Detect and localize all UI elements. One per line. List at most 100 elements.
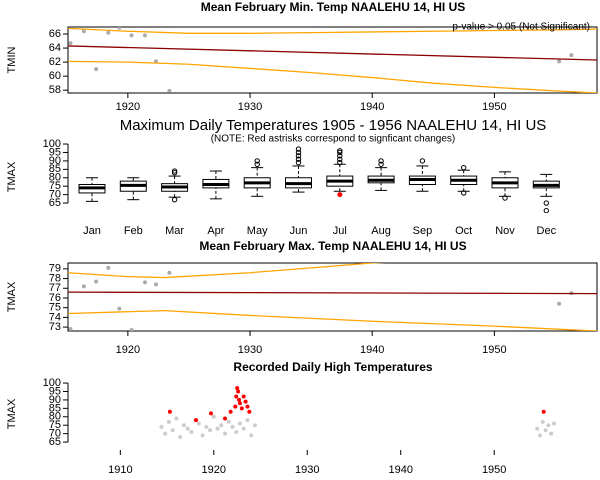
chart-title: Recorded Daily High Temperatures	[233, 360, 432, 374]
point	[247, 409, 252, 414]
point	[233, 404, 238, 409]
outlier	[461, 190, 467, 196]
point	[219, 423, 224, 428]
point	[234, 394, 239, 399]
y-tick-label: 60	[49, 70, 61, 82]
point	[230, 424, 235, 429]
point	[239, 406, 244, 411]
x-tick-label: 1920	[202, 464, 226, 476]
point	[94, 279, 99, 284]
y-tick-label: 95	[49, 146, 61, 158]
trend-line	[68, 263, 386, 279]
x-tick-label: 1920	[116, 344, 140, 356]
point	[194, 418, 199, 423]
y-tick-label: 65	[49, 197, 61, 209]
x-tick-label: 1950	[482, 101, 506, 113]
point	[159, 424, 164, 429]
y-axis-label: TMAX	[6, 161, 18, 192]
point	[185, 426, 190, 431]
x-tick-label: Dec	[537, 225, 557, 237]
x-tick-label: May	[247, 225, 268, 237]
point	[569, 53, 574, 58]
point	[181, 423, 186, 428]
y-axis-label: TMAX	[6, 281, 18, 312]
plot-area	[68, 263, 597, 331]
y-tick-label: 75	[49, 180, 61, 192]
point	[167, 409, 172, 414]
point	[106, 30, 111, 35]
y-axis-label: TMIN	[6, 47, 18, 74]
y-tick-label: 65	[49, 436, 61, 448]
point	[549, 431, 554, 436]
y-tick-label: 80	[49, 172, 61, 184]
x-tick-label: 1940	[388, 464, 412, 476]
point	[537, 433, 542, 438]
trend-line	[68, 45, 597, 61]
plot-area	[68, 27, 597, 93]
y-tick-label: 85	[49, 163, 61, 175]
point	[241, 426, 246, 431]
outlier	[378, 158, 384, 164]
point	[174, 416, 179, 421]
x-tick-label: Feb	[124, 225, 143, 237]
y-tick-label: 80	[49, 411, 61, 423]
y-axis-label: TMAX	[6, 398, 18, 429]
y-tick-label: 78	[49, 272, 61, 284]
x-tick-label: 1940	[360, 101, 384, 113]
point	[208, 428, 213, 433]
point	[129, 33, 134, 38]
point	[142, 280, 147, 285]
outlier	[295, 149, 302, 156]
y-tick-label: 70	[49, 189, 61, 201]
trend-line	[68, 291, 597, 295]
outlier	[337, 159, 343, 166]
x-tick-label: Sep	[413, 225, 433, 237]
y-tick-label: 75	[49, 302, 61, 314]
point	[245, 418, 250, 423]
outlier	[337, 149, 343, 156]
x-tick-label: Oct	[455, 225, 472, 237]
point	[241, 394, 246, 399]
plot-area	[78, 146, 560, 213]
outlier	[419, 158, 426, 164]
point	[170, 428, 175, 433]
y-tick-label: 79	[49, 263, 61, 275]
outlier	[337, 156, 343, 162]
y-tick-label: 77	[49, 282, 61, 294]
x-tick-label: Jul	[333, 225, 347, 237]
point	[204, 424, 209, 429]
point	[557, 59, 562, 64]
point	[211, 414, 216, 419]
x-tick-label: 1940	[360, 344, 384, 356]
y-tick-label: 90	[49, 155, 61, 167]
point	[540, 419, 545, 424]
point	[106, 265, 111, 270]
outlier	[461, 164, 467, 171]
x-tick-label: 1950	[482, 344, 506, 356]
point	[234, 429, 239, 434]
point	[142, 33, 147, 38]
x-tick-label: 1930	[238, 344, 262, 356]
outlier	[171, 196, 178, 203]
point	[535, 426, 540, 431]
point	[167, 270, 172, 275]
point	[236, 389, 241, 394]
x-tick-label: Mar	[165, 225, 184, 237]
outlier	[171, 168, 178, 174]
y-tick-label: 100	[43, 138, 61, 150]
x-tick-label: 1910	[108, 464, 132, 476]
point	[237, 397, 242, 402]
point	[117, 27, 122, 30]
point	[237, 401, 242, 406]
y-tick-label: 76	[49, 292, 61, 304]
outlier	[337, 153, 343, 159]
outlier	[254, 161, 260, 167]
outlier	[171, 170, 178, 176]
y-tick-label: 75	[49, 419, 61, 431]
point	[237, 421, 242, 426]
point	[94, 67, 99, 72]
outlier	[543, 200, 549, 206]
y-tick-label: 85	[49, 402, 61, 414]
trend-line	[68, 309, 597, 331]
point	[541, 409, 546, 414]
